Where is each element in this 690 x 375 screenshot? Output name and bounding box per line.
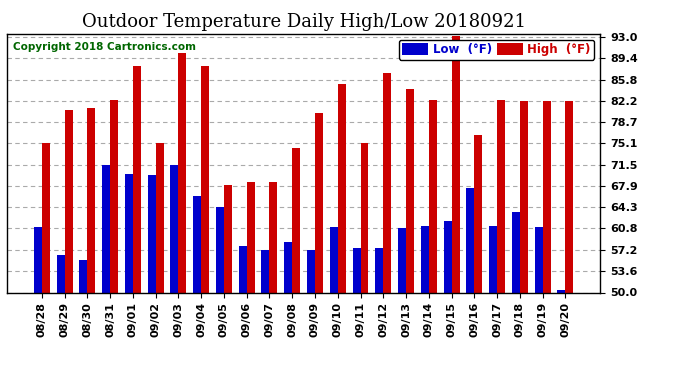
Bar [88, 108, 95, 292]
Bar [383, 73, 391, 292]
Title: Outdoor Temperature Daily High/Low 20180921: Outdoor Temperature Daily High/Low 20180… [81, 13, 526, 31]
Bar [34, 227, 42, 292]
Bar [57, 255, 65, 292]
Bar [466, 188, 474, 292]
Bar [156, 143, 164, 292]
Bar [65, 111, 72, 292]
Bar [133, 66, 141, 292]
Bar [542, 101, 551, 292]
Bar [170, 165, 179, 292]
Bar [406, 89, 414, 292]
Bar [193, 196, 201, 292]
Bar [42, 143, 50, 292]
Bar [247, 183, 255, 292]
Bar [535, 227, 542, 292]
Bar [337, 84, 346, 292]
Bar [474, 135, 482, 292]
Bar [451, 36, 460, 292]
Bar [224, 185, 232, 292]
Bar [398, 228, 406, 292]
Bar [201, 66, 209, 292]
Bar [239, 246, 247, 292]
Bar [489, 226, 497, 292]
Bar [293, 148, 300, 292]
Bar [330, 227, 337, 292]
Bar [421, 226, 428, 292]
Bar [179, 53, 186, 292]
Bar [262, 250, 270, 292]
Bar [110, 100, 118, 292]
Bar [497, 100, 505, 292]
Text: Copyright 2018 Cartronics.com: Copyright 2018 Cartronics.com [13, 42, 196, 51]
Legend: Low  (°F), High  (°F): Low (°F), High (°F) [399, 40, 594, 60]
Bar [148, 175, 156, 292]
Bar [360, 143, 368, 292]
Bar [353, 249, 360, 292]
Bar [307, 250, 315, 292]
Bar [428, 100, 437, 292]
Bar [512, 212, 520, 292]
Bar [102, 165, 110, 292]
Bar [284, 242, 293, 292]
Bar [565, 101, 573, 292]
Bar [79, 260, 88, 292]
Bar [270, 183, 277, 292]
Bar [444, 221, 451, 292]
Bar [315, 113, 323, 292]
Bar [216, 207, 224, 292]
Bar [520, 101, 528, 292]
Bar [125, 174, 133, 292]
Bar [558, 290, 565, 292]
Bar [375, 249, 383, 292]
